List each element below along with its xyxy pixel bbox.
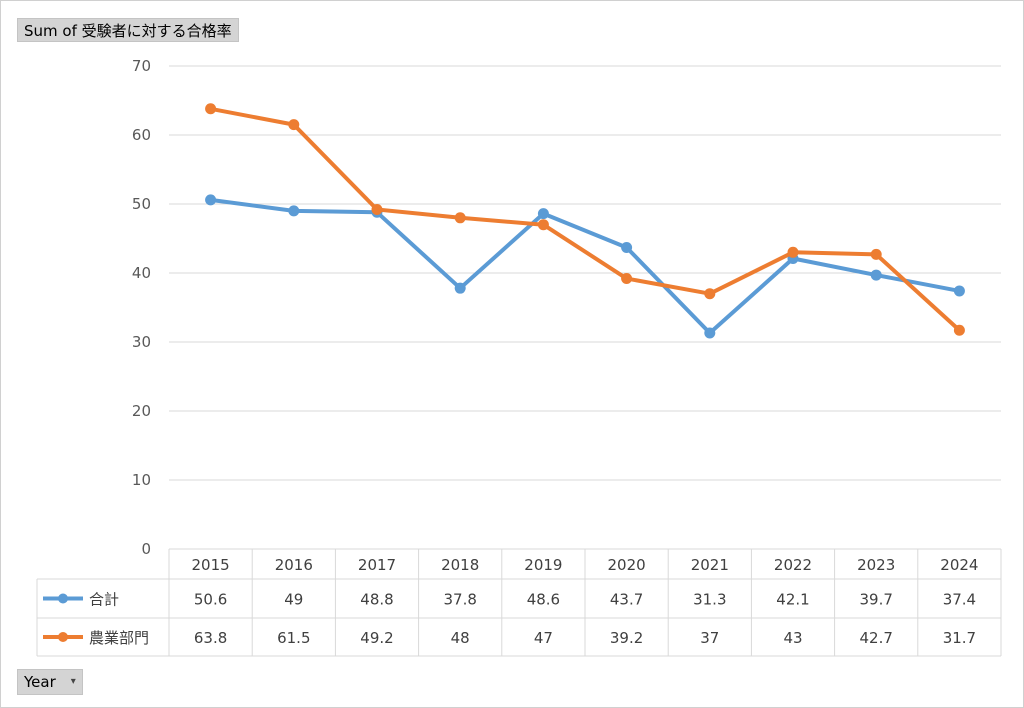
data-point bbox=[787, 246, 799, 258]
data-point bbox=[371, 204, 383, 216]
value-field-label: Sum of 受験者に対する合格率 bbox=[24, 22, 232, 40]
x-tick-label: 2022 bbox=[774, 556, 812, 574]
data-table-cell: 50.6 bbox=[194, 591, 227, 609]
data-table-cell: 63.8 bbox=[194, 629, 227, 647]
data-point bbox=[288, 119, 300, 131]
year-field-button[interactable]: Year ▾ bbox=[17, 669, 83, 695]
year-field-label: Year bbox=[24, 673, 56, 691]
x-tick-label: 2015 bbox=[192, 556, 230, 574]
series-lines bbox=[205, 103, 965, 339]
data-point bbox=[454, 212, 466, 224]
y-tick-label: 30 bbox=[132, 333, 151, 351]
x-tick-label: 2023 bbox=[857, 556, 895, 574]
dropdown-arrow-icon[interactable]: ▾ bbox=[70, 676, 76, 687]
y-axis: 0 10 20 30 40 50 60 70 bbox=[132, 57, 151, 558]
data-point bbox=[870, 269, 882, 281]
data-point bbox=[621, 273, 633, 285]
data-table-cell: 48 bbox=[451, 629, 470, 647]
series-line bbox=[210, 197, 960, 336]
x-tick-label: 2017 bbox=[358, 556, 396, 574]
data-table-cell: 31.7 bbox=[943, 629, 976, 647]
data-table-cell: 48.8 bbox=[360, 591, 393, 609]
y-tick-label: 40 bbox=[132, 264, 151, 282]
legend-label: 合計 bbox=[89, 591, 119, 609]
data-point bbox=[621, 241, 633, 253]
legend-label: 農業部門 bbox=[89, 629, 149, 647]
data-point bbox=[870, 248, 882, 260]
data-table-cell: 37.8 bbox=[443, 591, 476, 609]
value-field-button[interactable]: Sum of 受験者に対する合格率 bbox=[17, 18, 239, 42]
y-tick-label: 10 bbox=[132, 471, 151, 489]
x-tick-label: 2019 bbox=[524, 556, 562, 574]
data-table-cell: 49.2 bbox=[360, 629, 393, 647]
data-table-cell: 43 bbox=[783, 629, 802, 647]
data-point bbox=[205, 194, 217, 206]
data-table-cell: 39.7 bbox=[859, 591, 892, 609]
series-line bbox=[210, 106, 961, 332]
data-point bbox=[205, 103, 217, 115]
x-tick-label: 2016 bbox=[275, 556, 313, 574]
y-tick-label: 20 bbox=[132, 402, 151, 420]
data-point bbox=[288, 205, 300, 217]
data-point bbox=[953, 324, 965, 336]
data-table: 2015 2016 2017 2018 2019 2020 2021 2022 2023 2024… bbox=[36, 548, 1002, 657]
data-table-cell: 37.4 bbox=[943, 591, 976, 609]
data-table-cell: 37 bbox=[700, 629, 719, 647]
x-tick-label: 2024 bbox=[940, 556, 978, 574]
data-point bbox=[704, 327, 716, 339]
data-point bbox=[537, 219, 549, 231]
legend-key-marker bbox=[58, 632, 68, 642]
gridlines bbox=[169, 65, 1001, 481]
y-tick-label: 0 bbox=[141, 540, 151, 558]
y-tick-label: 70 bbox=[132, 57, 151, 75]
data-table-cell: 61.5 bbox=[277, 629, 310, 647]
x-tick-label: 2018 bbox=[441, 556, 479, 574]
data-table-cell: 42.7 bbox=[859, 629, 892, 647]
data-table-cell: 42.1 bbox=[776, 591, 809, 609]
data-point bbox=[704, 288, 716, 300]
x-tick-label: 2020 bbox=[608, 556, 646, 574]
data-table-cell: 39.2 bbox=[610, 629, 643, 647]
y-tick-label: 60 bbox=[132, 126, 151, 144]
y-tick-label: 50 bbox=[132, 195, 151, 213]
data-point bbox=[537, 208, 549, 220]
data-table-cell: 43.7 bbox=[610, 591, 643, 609]
data-table-cell: 47 bbox=[534, 629, 553, 647]
data-point bbox=[454, 282, 466, 294]
data-table-cell: 49 bbox=[284, 591, 303, 609]
data-point bbox=[953, 285, 965, 297]
data-table-cell: 31.3 bbox=[693, 591, 726, 609]
data-table-cell: 48.6 bbox=[527, 591, 560, 609]
legend-key-marker bbox=[58, 593, 68, 604]
x-tick-label: 2021 bbox=[691, 556, 729, 574]
